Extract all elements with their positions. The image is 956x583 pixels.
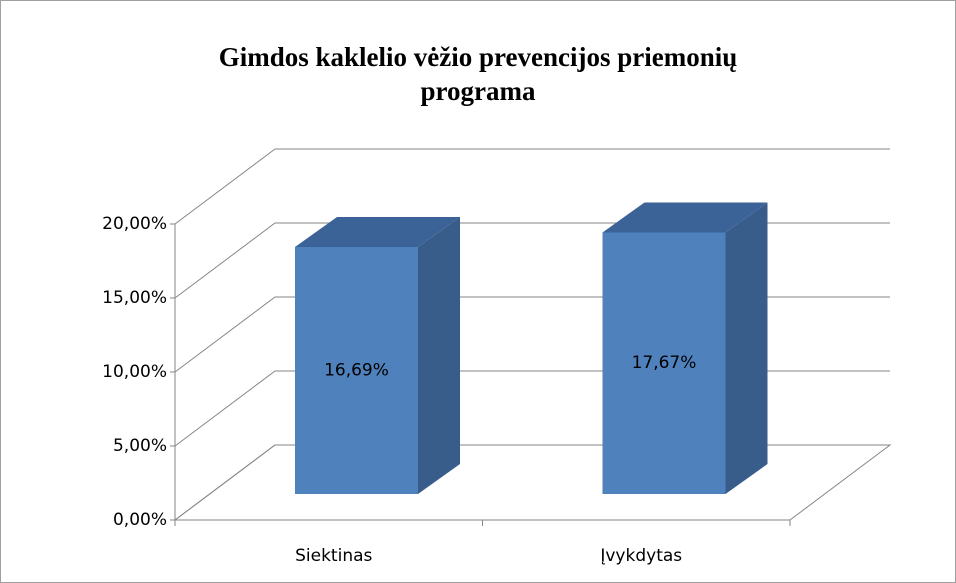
chart-title: Gimdos kaklelio vėžio prevencijos priemo…: [218, 42, 738, 106]
value-label: 16,69%: [324, 360, 389, 380]
y-tick-label: 10,00%: [102, 362, 167, 382]
grid-line: [174, 370, 890, 447]
grid-line: [174, 222, 890, 299]
y-tick-label: 5,00%: [113, 436, 167, 456]
bar-top: [602, 202, 768, 233]
grid-line: [174, 444, 890, 521]
y-tick-label: 20,00%: [102, 214, 167, 234]
bar-side: [725, 202, 768, 494]
bar: [295, 246, 418, 494]
floor: [173, 444, 892, 521]
x-tick-label: Siektinas: [295, 546, 372, 566]
y-tick-label: 0,00%: [113, 510, 167, 530]
grid-line: [174, 148, 890, 225]
bar-top: [295, 216, 460, 247]
value-label: 17,67%: [632, 353, 697, 373]
x-tick-label: Įvykdytas: [600, 546, 682, 566]
grid-line: [174, 296, 890, 373]
bar-side: [418, 216, 460, 494]
bar: [602, 232, 726, 494]
y-tick-label: 15,00%: [102, 288, 167, 308]
